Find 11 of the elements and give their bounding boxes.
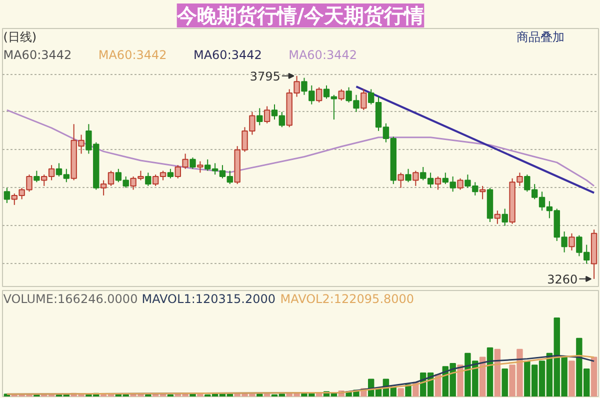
annotation: MA60:3442 <box>193 48 262 62</box>
annotation: MA60:3442 <box>3 48 72 62</box>
annotation: 3795 <box>250 69 280 84</box>
annotation: 3260 <box>547 272 578 286</box>
annotation: 商品叠加 <box>516 30 564 44</box>
text: MAVOL2:122095.8000 <box>280 292 414 306</box>
annotation: MA60:3442 <box>98 48 167 62</box>
annotation: (日线) <box>3 30 37 44</box>
text: VOLUME:166246.0000 <box>3 292 138 306</box>
text: MAVOL1:120315.2000 <box>142 292 276 306</box>
text: MA60:3442 <box>288 48 358 62</box>
